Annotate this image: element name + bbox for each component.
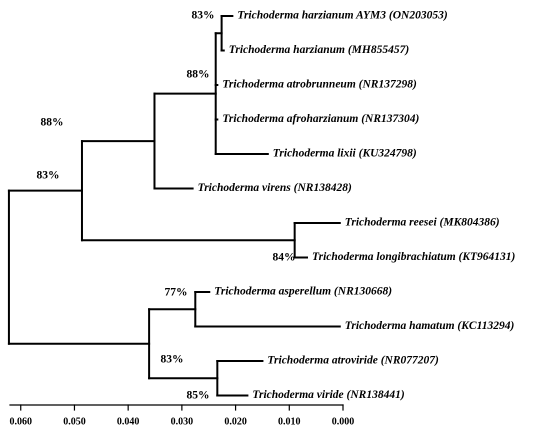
tick-label: 0.000 (332, 416, 355, 427)
bootstrap-label: 83% (161, 354, 184, 366)
tick-label: 0.020 (224, 416, 247, 427)
bootstrap-label: 83% (37, 170, 60, 182)
bootstrap-label: 88% (187, 69, 210, 81)
leaf-label: Trichoderma longibrachiatum (KT964131) (312, 251, 516, 263)
bootstrap-label: 85% (187, 390, 210, 402)
tick-label: 0.040 (117, 416, 140, 427)
leaf-label: Trichoderma harzianum AYM3 (ON203053) (237, 10, 447, 22)
tick-label: 0.050 (63, 416, 86, 427)
leaf-label: Trichoderma hamatum (KC113294) (345, 320, 515, 332)
bootstrap-label: 88% (41, 117, 64, 129)
tick-label: 0.030 (171, 416, 194, 427)
leaf-label: Trichoderma afroharzianum (NR137304) (222, 113, 419, 125)
tick-label: 0.010 (278, 416, 301, 427)
leaf-label: Trichoderma atroviride (NR077207) (267, 355, 439, 367)
leaf-label: Trichoderma harzianum (MH855457) (229, 44, 410, 56)
bootstrap-label: 83% (192, 10, 215, 22)
tick-label: 0.060 (9, 416, 32, 427)
leaf-label: Trichoderma reesei (MK804386) (345, 217, 500, 229)
leaf-label: Trichoderma asperellum (NR130668) (214, 286, 392, 298)
bootstrap-label: 77% (165, 287, 188, 299)
leaf-label: Trichoderma lixii (KU324798) (273, 148, 417, 160)
leaf-label: Trichoderma virens (NR138428) (198, 182, 352, 194)
leaf-label: Trichoderma atrobrunneum (NR137298) (222, 79, 417, 91)
bootstrap-label: 84% (273, 252, 296, 264)
leaf-label: Trichoderma viride (NR138441) (252, 389, 404, 401)
